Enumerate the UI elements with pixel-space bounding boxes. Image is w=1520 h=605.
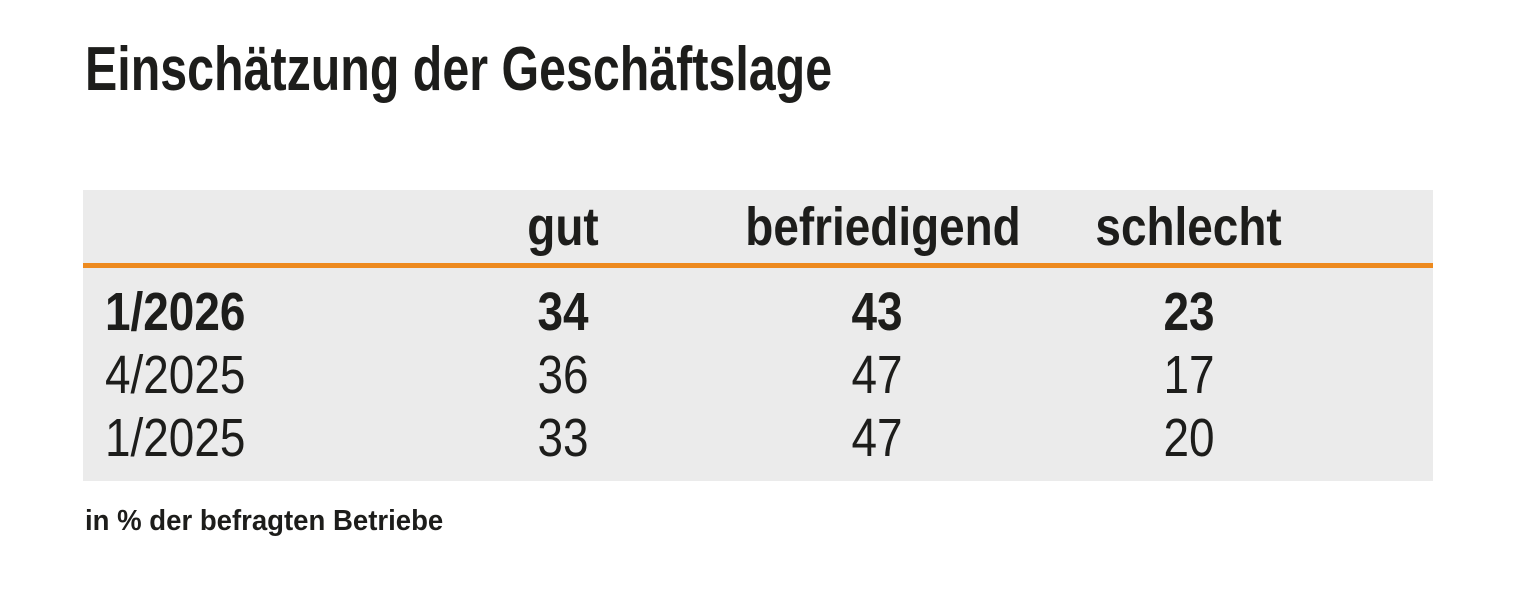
value-cell-befriedigend: 43 <box>851 281 903 342</box>
page-title: Einschätzung der Geschäftslage <box>85 38 1043 102</box>
table-row-1-2025: 1/2025 33 47 20 <box>83 406 1433 469</box>
table-body: 1/2026 34 43 23 4/2025 36 <box>83 268 1433 481</box>
business-assessment-table: gut befriedigend schlecht 1/2026 34 43 <box>83 190 1433 481</box>
value-cell-schlecht: 20 <box>1163 407 1215 468</box>
table-row-1-2026: 1/2026 34 43 23 <box>83 280 1433 343</box>
value-cell-schlecht: 17 <box>1163 344 1215 405</box>
value-cell-befriedigend: 47 <box>851 344 903 405</box>
period-cell: 4/2025 <box>105 344 246 405</box>
column-header-befriedigend: befriedigend <box>745 196 1021 257</box>
table-row-4-2025: 4/2025 36 47 17 <box>83 343 1433 406</box>
value-cell-gut: 33 <box>537 407 589 468</box>
period-cell: 1/2026 <box>105 281 246 342</box>
footnote: in % der befragten Betriebe <box>85 503 462 539</box>
column-header-schlecht: schlecht <box>1095 196 1283 257</box>
accent-rule <box>83 263 1433 268</box>
value-cell-befriedigend: 47 <box>851 407 903 468</box>
period-cell: 1/2025 <box>105 407 246 468</box>
column-header-gut: gut <box>527 196 599 257</box>
table-header-row: gut befriedigend schlecht <box>83 190 1433 263</box>
page-title-text: Einschätzung der Geschäftslage <box>85 35 833 104</box>
value-cell-gut: 34 <box>537 281 589 342</box>
value-cell-gut: 36 <box>537 344 589 405</box>
value-cell-schlecht: 23 <box>1163 281 1215 342</box>
footnote-text: in % der befragten Betriebe <box>85 505 444 537</box>
